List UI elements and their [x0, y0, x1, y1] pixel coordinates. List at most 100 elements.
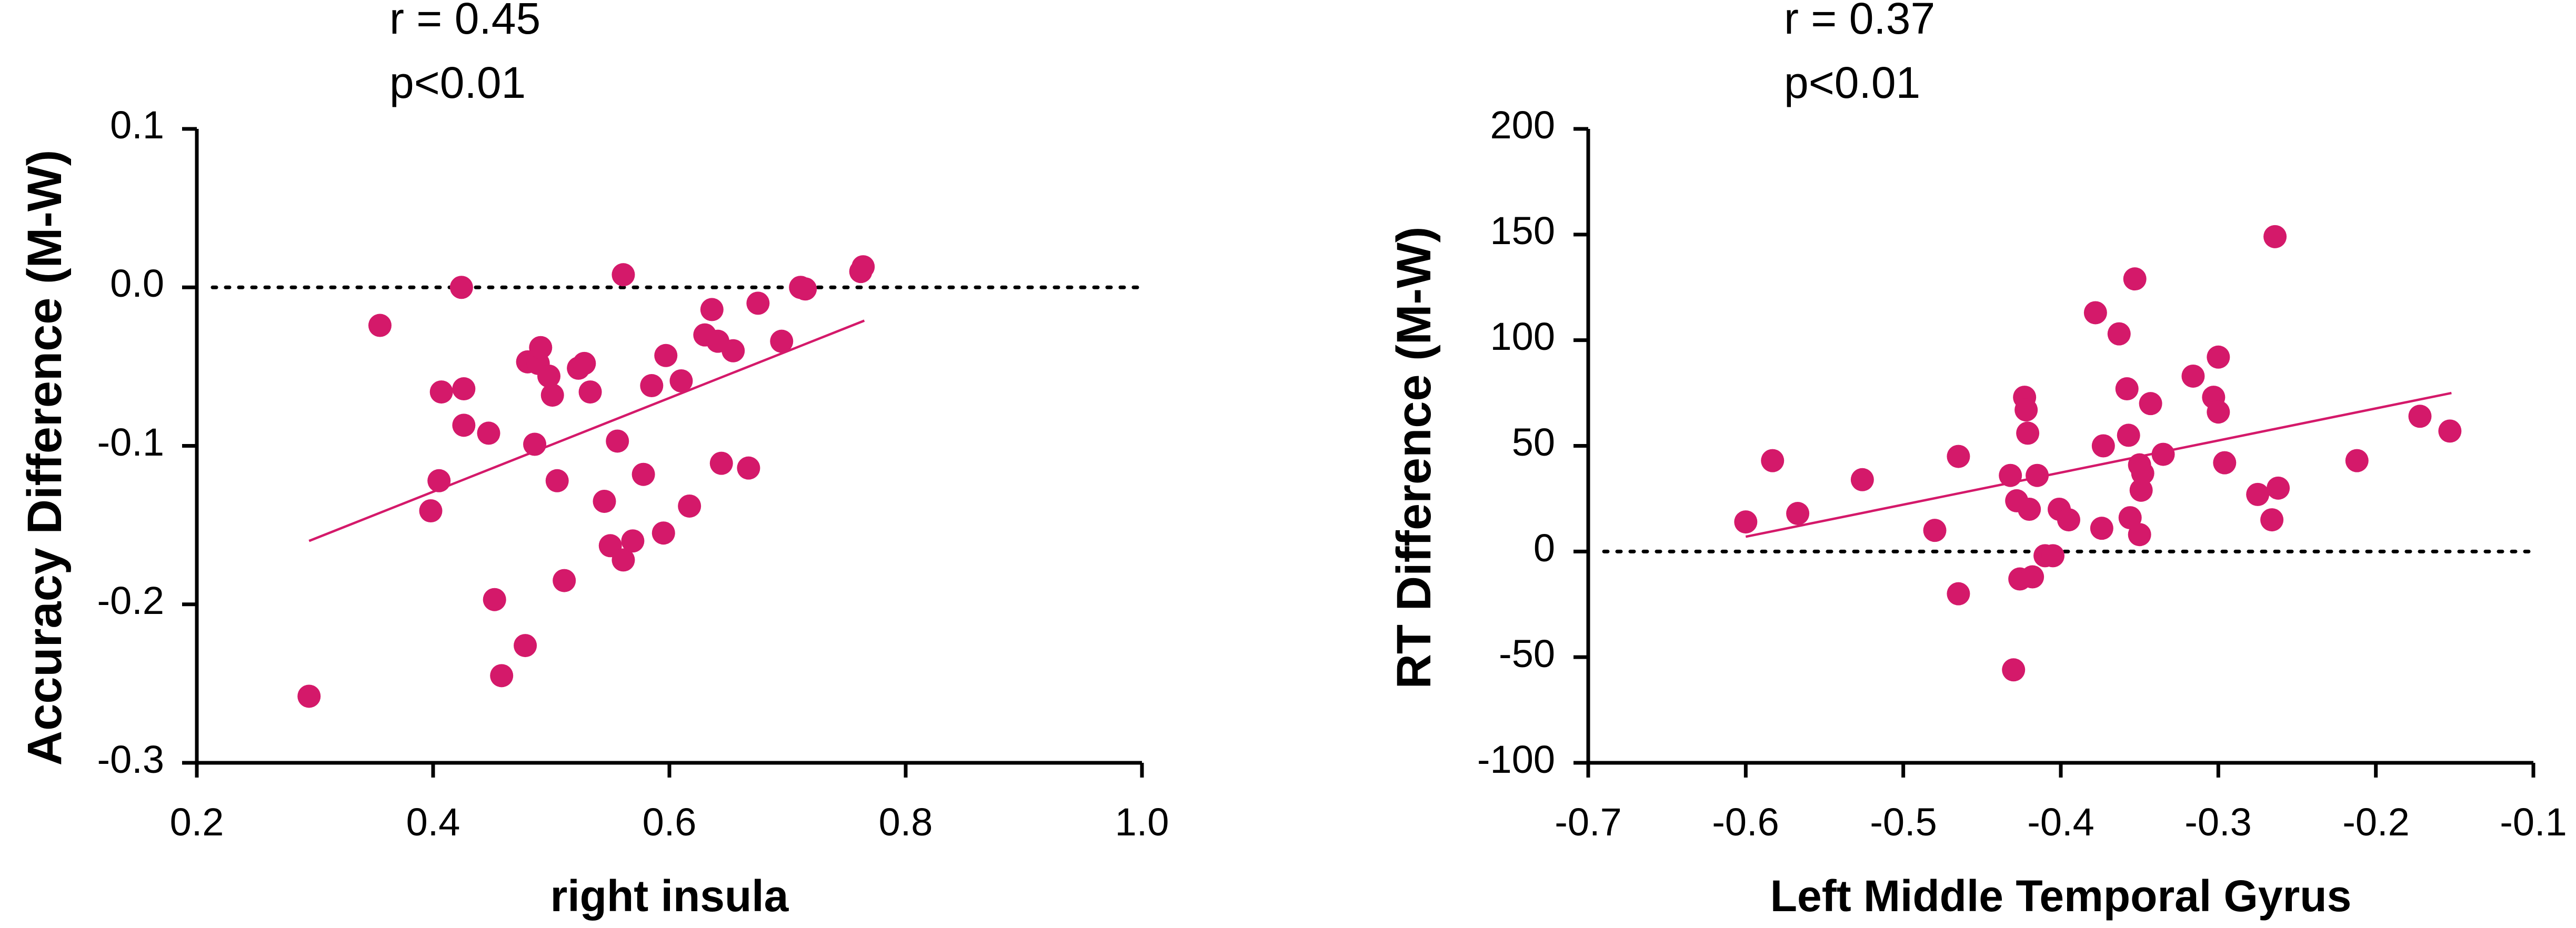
data-point [419, 499, 443, 523]
data-point [2408, 405, 2432, 428]
data-point [427, 469, 451, 492]
x-axis-label: right insula [550, 871, 789, 921]
regression-line [308, 319, 865, 542]
data-point [2090, 517, 2113, 540]
p-value-label: p<0.01 [1784, 58, 1920, 107]
y-tick-label: 0.0 [110, 261, 164, 305]
data-point [2118, 506, 2142, 530]
data-point [529, 336, 553, 359]
data-point [573, 351, 596, 375]
y-tick-label: -50 [1499, 632, 1555, 675]
data-point [851, 255, 875, 279]
y-tick-label: 50 [1512, 420, 1555, 464]
data-point [2345, 449, 2369, 472]
data-point [678, 494, 701, 518]
data-point [540, 384, 564, 407]
data-point [1786, 502, 1810, 526]
data-point [2117, 423, 2140, 447]
data-point [429, 380, 453, 404]
y-tick-label: 0.1 [110, 103, 164, 147]
data-point [2018, 498, 2041, 521]
data-point [794, 277, 817, 301]
x-tick-label: -0.4 [2027, 800, 2094, 844]
data-point [2014, 398, 2038, 422]
data-point [514, 634, 537, 658]
data-point [297, 684, 321, 708]
data-point [1947, 582, 1970, 606]
y-tick-label: -0.3 [97, 738, 164, 781]
x-tick-labels: -0.7 -0.6 -0.5 -0.4 -0.3 -0.2 -0.1 [1555, 800, 2567, 844]
x-tick-label: -0.2 [2342, 800, 2410, 844]
x-tick-label: 0.4 [406, 800, 460, 844]
data-point [553, 569, 576, 592]
data-point [2263, 225, 2287, 248]
data-point [606, 429, 629, 453]
y-tick-label: -0.1 [97, 420, 164, 464]
data-point [1999, 463, 2022, 487]
data-point [632, 462, 655, 486]
data-point [654, 344, 678, 367]
data-point [2438, 419, 2462, 443]
y-tick-label: -0.2 [97, 579, 164, 622]
data-point [651, 521, 675, 545]
data-point [2115, 377, 2139, 401]
data-point [612, 548, 635, 572]
correlation-label: r = 0.37 [1784, 0, 1935, 43]
data-point [2107, 322, 2131, 346]
regression-line [1745, 391, 2452, 538]
y-tick-label: 200 [1490, 103, 1555, 147]
data-point [2207, 400, 2230, 424]
data-point [2181, 364, 2205, 388]
data-point [2041, 544, 2065, 568]
data-point [483, 588, 506, 611]
data-point [449, 276, 473, 299]
data-point [721, 339, 745, 362]
data-point [746, 291, 770, 315]
data-point [669, 369, 693, 392]
x-tick-label: -0.6 [1712, 800, 1779, 844]
data-point [2151, 442, 2175, 466]
data-point [1923, 519, 1947, 542]
data-point [1947, 445, 1970, 468]
data-point [545, 469, 569, 492]
data-point [452, 413, 476, 437]
data-point [770, 329, 794, 353]
data-point [477, 421, 500, 445]
data-point [2129, 478, 2153, 502]
data-point [523, 432, 547, 456]
y-tick-label: 0 [1533, 526, 1555, 570]
data-point [452, 377, 476, 401]
y-tick-label: -100 [1477, 738, 1555, 781]
accuracy-scatter-panel: r = 0.45 p<0.01 right insula Accuracy Di… [18, 0, 1169, 921]
y-axis-label: RT Difference (M-W) [1387, 226, 1441, 689]
data-point [621, 529, 645, 553]
x-tick-label: -0.5 [1870, 800, 1937, 844]
data-point [368, 314, 392, 337]
x-tick-label: -0.1 [2500, 800, 2567, 844]
x-tick-label: 1.0 [1115, 800, 1169, 844]
data-point [2021, 565, 2044, 589]
data-point [2083, 301, 2107, 325]
data-point [2002, 658, 2026, 682]
x-tick-label: -0.3 [2184, 800, 2252, 844]
data-point [2207, 345, 2230, 369]
data-point [737, 456, 760, 480]
rt-scatter-panel: r = 0.37 p<0.01 Left Middle Temporal Gyr… [1387, 0, 2567, 921]
data-point [2267, 476, 2290, 500]
data-point [490, 664, 514, 688]
data-point [2026, 463, 2049, 487]
data-point [2246, 482, 2270, 506]
y-tick-labels: -100 -50 0 50 100 150 200 [1477, 103, 1555, 781]
data-point [1761, 449, 1785, 472]
data-point [578, 380, 602, 404]
x-tick-label: 0.2 [170, 800, 224, 844]
data-point [2057, 508, 2080, 532]
data-point [1734, 510, 1758, 534]
data-point [2131, 461, 2154, 485]
data-point [593, 489, 616, 513]
correlation-label: r = 0.45 [389, 0, 540, 43]
data-point [2260, 508, 2284, 532]
x-tick-label: 0.6 [643, 800, 697, 844]
x-tick-label: -0.7 [1555, 800, 1622, 844]
